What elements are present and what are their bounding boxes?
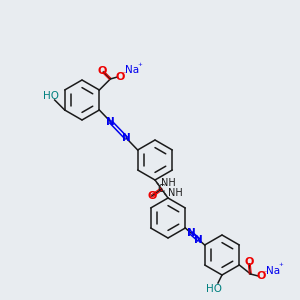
Text: Na: Na (266, 266, 280, 276)
Text: N: N (187, 228, 196, 238)
Text: Na: Na (125, 65, 140, 75)
Text: ⁺: ⁺ (278, 262, 283, 272)
Text: O: O (256, 271, 266, 281)
Text: O: O (116, 72, 125, 82)
Text: ⁻: ⁻ (262, 268, 266, 278)
Text: ⁺: ⁺ (137, 61, 142, 70)
Text: C: C (158, 184, 165, 194)
Text: N: N (122, 133, 130, 143)
Text: NH: NH (168, 188, 183, 198)
Text: NH: NH (160, 178, 175, 188)
Text: N: N (106, 117, 115, 127)
Text: N: N (194, 235, 203, 245)
Text: O: O (244, 257, 254, 267)
Text: ⁻: ⁻ (121, 70, 125, 79)
Text: HO: HO (206, 284, 222, 294)
Text: O: O (147, 191, 157, 201)
Text: O: O (98, 66, 107, 76)
Text: HO: HO (43, 91, 59, 101)
